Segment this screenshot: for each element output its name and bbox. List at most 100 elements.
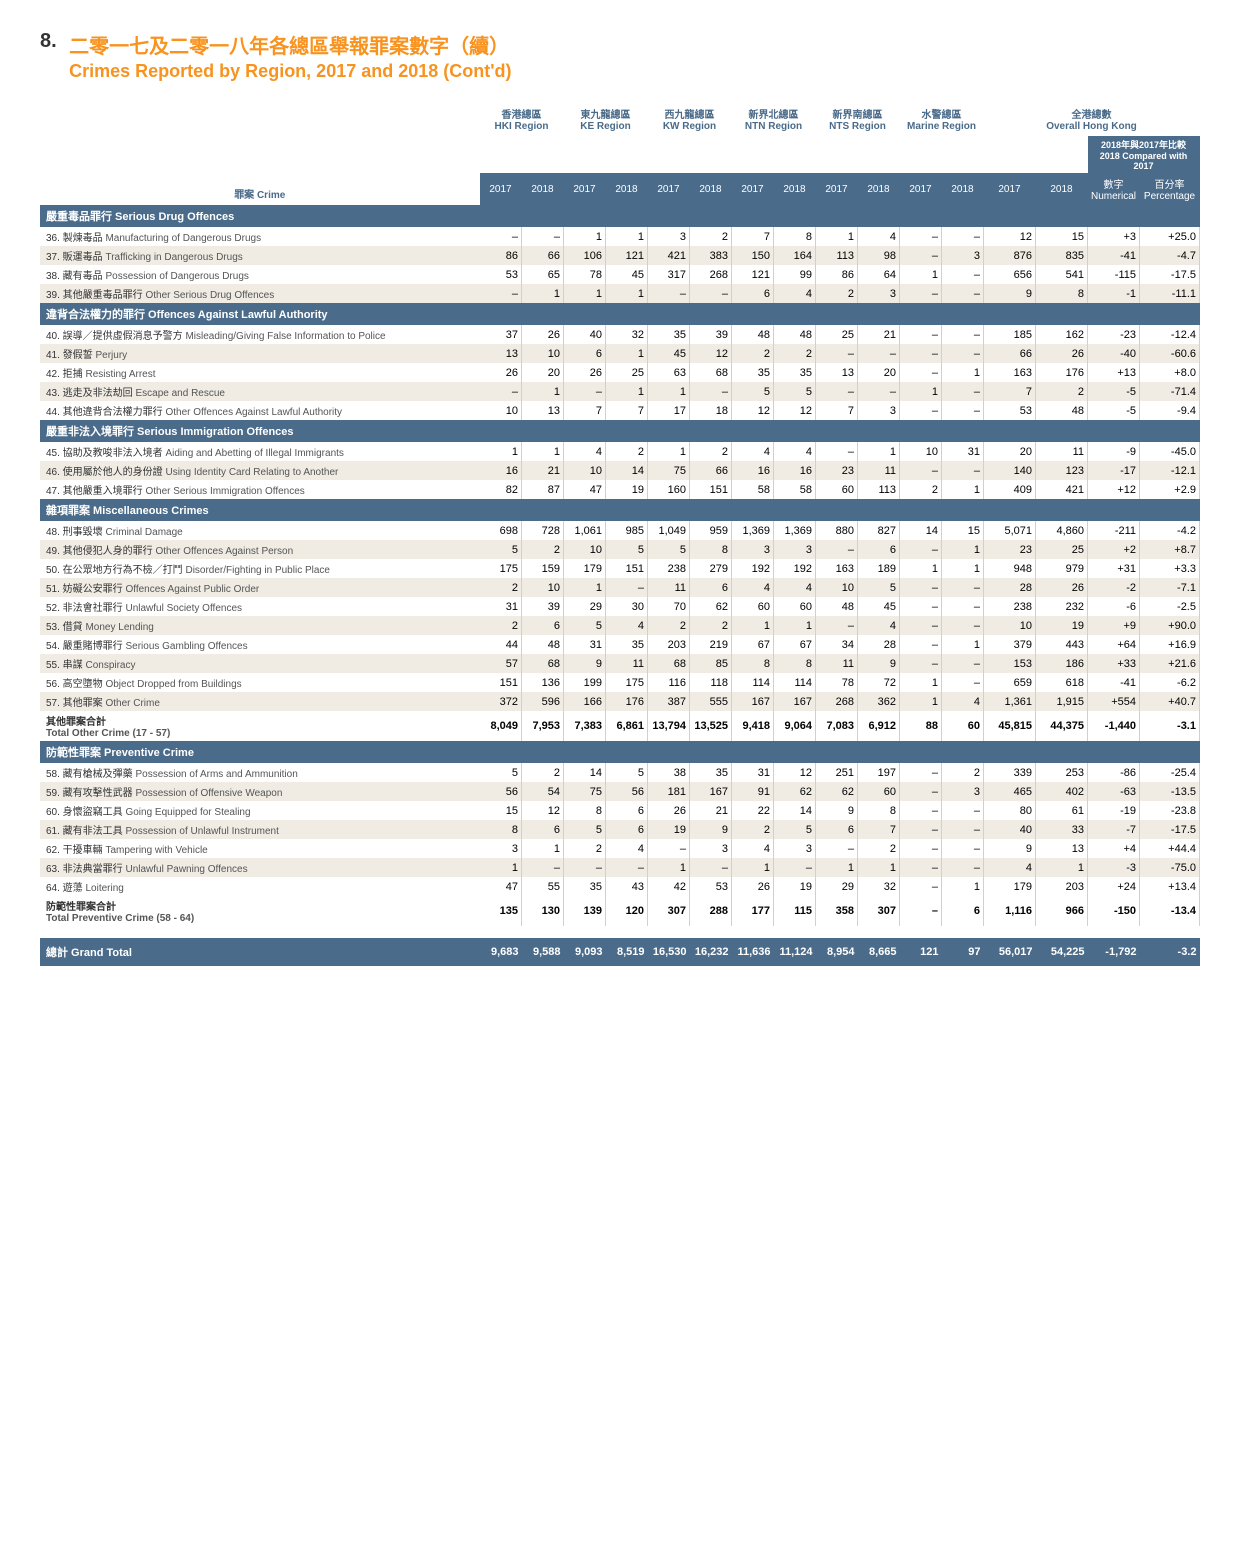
data-cell: – [900,782,942,801]
data-cell: 160 [648,480,690,499]
data-cell: – [816,382,858,401]
data-cell: – [900,616,942,635]
data-cell: 28 [984,578,1036,597]
table-row: 53. 借貸 Money Lending 26542211–4––1019+9+… [40,616,1200,635]
data-cell: 5 [564,616,606,635]
section-header: 嚴重非法入境罪行 Serious Immigration Offences [40,420,1200,442]
data-cell: 66 [522,246,564,265]
data-cell: 1 [1036,858,1088,877]
row-label: 57. 其他罪案 Other Crime [40,692,480,711]
data-cell: 75 [564,782,606,801]
data-cell: 1 [606,227,648,246]
data-cell: 2 [480,578,522,597]
data-cell: – [606,578,648,597]
data-cell: 10 [816,578,858,597]
data-cell: 40 [564,325,606,344]
data-cell: 8 [774,227,816,246]
data-cell: 23 [984,540,1036,559]
data-cell: -13.4 [1140,896,1200,926]
data-cell: – [690,382,732,401]
data-cell: – [900,344,942,363]
data-cell: 1 [648,442,690,461]
row-label: 64. 遊蕩 Loitering [40,877,480,896]
table-row: 50. 在公眾地方行為不檢／打鬥 Disorder/Fighting in Pu… [40,559,1200,578]
data-cell: 2 [690,616,732,635]
data-cell: 3 [690,839,732,858]
data-cell: 8 [732,654,774,673]
data-cell: 33 [1036,820,1088,839]
data-cell: 48 [816,597,858,616]
data-cell: 60 [942,711,984,741]
data-cell: 31 [480,597,522,616]
data-cell: – [900,654,942,673]
data-cell: 99 [774,265,816,284]
data-cell: 29 [816,877,858,896]
data-cell: 6 [606,820,648,839]
data-cell: 1 [858,858,900,877]
data-cell: +12 [1088,480,1140,499]
data-cell: 14 [606,461,648,480]
data-cell: 130 [522,896,564,926]
region-ke: 東九龍總區KE Region [564,102,648,136]
data-cell: 1 [942,540,984,559]
data-cell: -7.1 [1140,578,1200,597]
title-zh: 二零一七及二零一八年各總區舉報罪案數字（續） [69,30,511,59]
data-cell: 9,683 [480,938,522,966]
data-cell: +25.0 [1140,227,1200,246]
table-row: 43. 逃走及非法劫回 Escape and Rescue –1–11–55––… [40,382,1200,401]
title-en: Crimes Reported by Region, 2017 and 2018… [69,61,511,82]
data-cell: 60 [774,597,816,616]
data-cell: 339 [984,763,1036,782]
data-cell: 9 [984,284,1036,303]
data-cell: 2 [1036,382,1088,401]
data-cell: 60 [858,782,900,801]
data-cell: 317 [648,265,690,284]
region-ntn: 新界北總區NTN Region [732,102,816,136]
data-cell: 35 [774,363,816,382]
table-row: 44. 其他違背合法權力罪行 Other Offences Against La… [40,401,1200,420]
data-cell: 181 [648,782,690,801]
data-cell: – [480,382,522,401]
data-cell: – [900,839,942,858]
subtotal-row: 防範性罪案合計Total Preventive Crime (58 - 64) … [40,896,1200,926]
data-cell: -23 [1088,325,1140,344]
data-cell: 9,093 [564,938,606,966]
table-row: 48. 刑事毀壞 Criminal Damage 6987281,0619851… [40,521,1200,540]
data-cell: -150 [1088,896,1140,926]
data-cell: 189 [858,559,900,578]
row-label: 58. 藏有槍械及彈藥 Possession of Arms and Ammun… [40,763,480,782]
data-cell: – [900,896,942,926]
data-cell: 5 [606,763,648,782]
subtotal-label: 防範性罪案合計Total Preventive Crime (58 - 64) [40,896,480,926]
data-cell: -3.1 [1140,711,1200,741]
data-cell: 68 [690,363,732,382]
data-cell: 4 [732,839,774,858]
data-cell: 9 [984,839,1036,858]
data-cell: – [942,344,984,363]
data-cell: +4 [1088,839,1140,858]
data-cell: 7 [816,401,858,420]
data-cell: – [942,820,984,839]
data-cell: 87 [522,480,564,499]
data-cell: 1 [522,284,564,303]
data-cell: 179 [564,559,606,578]
data-cell: – [900,325,942,344]
data-cell: 3 [774,540,816,559]
data-cell: 13,525 [690,711,732,741]
data-cell: 4 [984,858,1036,877]
data-cell: 4 [774,578,816,597]
data-cell: – [690,858,732,877]
data-cell: 11 [816,654,858,673]
row-label: 63. 非法典當罪行 Unlawful Pawning Offences [40,858,480,877]
data-cell: 19 [606,480,648,499]
data-cell: 1 [942,877,984,896]
data-cell: -41 [1088,673,1140,692]
data-cell: 251 [816,763,858,782]
data-cell: 2 [690,227,732,246]
data-cell: -1 [1088,284,1140,303]
data-cell: -75.0 [1140,858,1200,877]
region-hki: 香港總區HKI Region [480,102,564,136]
data-cell: -1,440 [1088,711,1140,741]
data-cell: 3 [648,227,690,246]
data-cell: 4 [942,692,984,711]
